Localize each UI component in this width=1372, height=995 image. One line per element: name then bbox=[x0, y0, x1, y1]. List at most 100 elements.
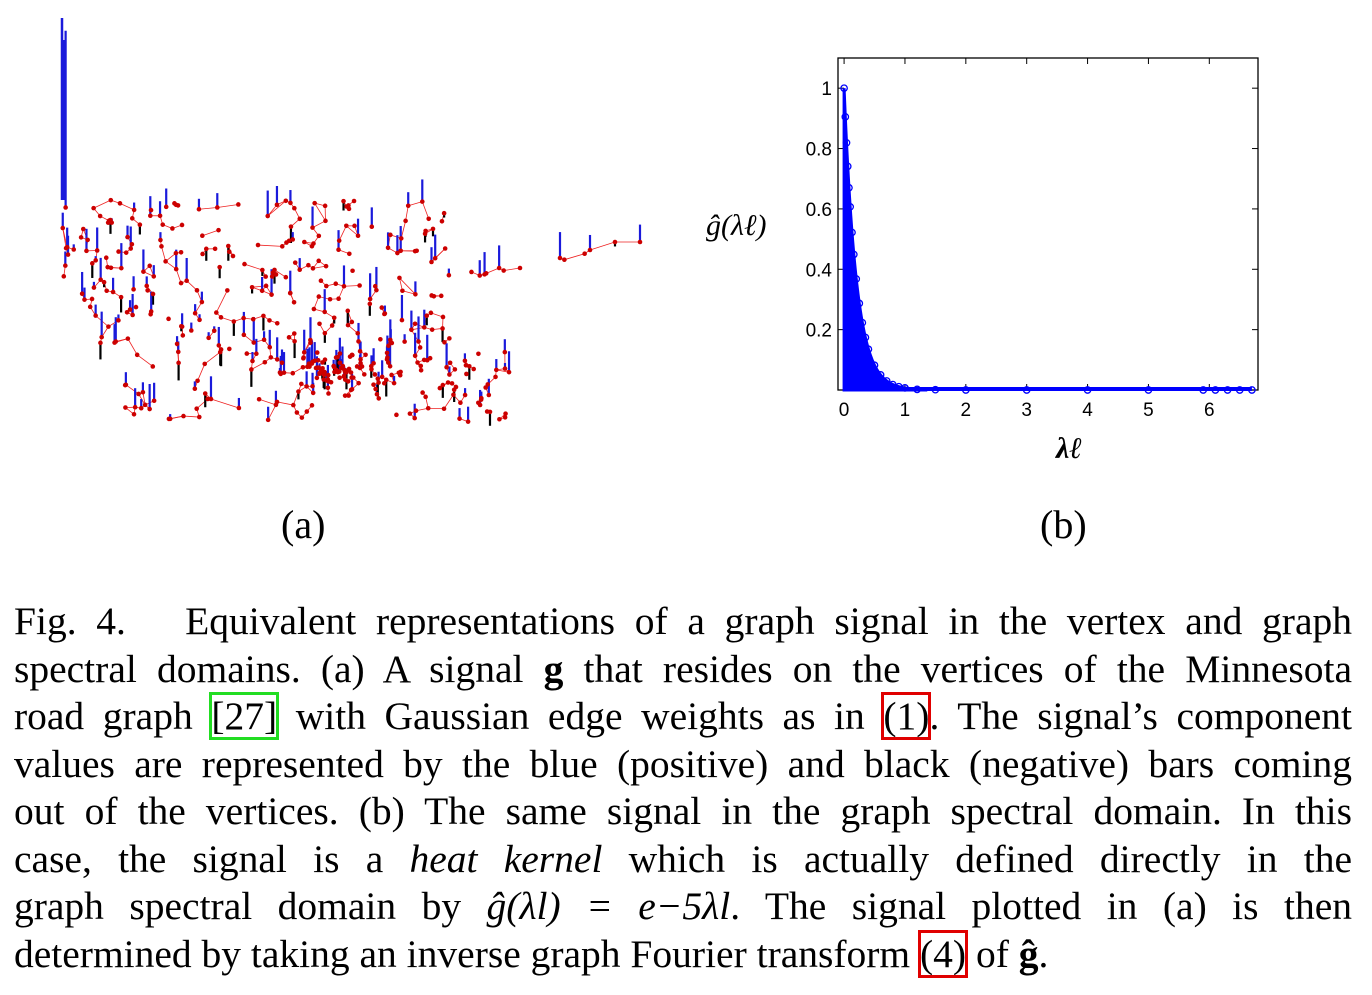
graph-vertex bbox=[333, 281, 339, 286]
graph-edge bbox=[312, 220, 326, 228]
graph-vertex bbox=[398, 248, 404, 254]
data-point bbox=[1199, 386, 1208, 394]
graph-vertex bbox=[297, 267, 303, 272]
equation-link-4[interactable]: (4) bbox=[918, 929, 969, 978]
graph-vertex bbox=[226, 249, 232, 255]
graph-vertex bbox=[265, 213, 271, 219]
graph-vertex bbox=[422, 231, 428, 237]
graph-vertex bbox=[133, 304, 139, 310]
graph-vertex bbox=[296, 389, 301, 394]
graph-vertex bbox=[291, 402, 296, 408]
graph-vertex bbox=[419, 199, 425, 204]
graph-vertex bbox=[379, 305, 385, 310]
graph-vertex bbox=[308, 337, 313, 343]
y-tick-label: 0.6 bbox=[806, 200, 832, 221]
graph-vertex bbox=[94, 248, 100, 253]
graph-vertex bbox=[357, 283, 362, 288]
graph-vertex bbox=[158, 237, 163, 243]
graph-vertex bbox=[214, 205, 220, 210]
caption-line-1: Fig. 4. Equivalent representations of a … bbox=[14, 599, 1352, 643]
graph-vertex bbox=[342, 393, 348, 398]
graph-vertex bbox=[388, 232, 393, 238]
graph-vertex bbox=[418, 363, 424, 369]
graph-vertex bbox=[112, 340, 117, 345]
graph-vertex bbox=[166, 416, 172, 422]
graph-vertex bbox=[309, 403, 315, 408]
graph-vertex bbox=[127, 307, 133, 312]
graph-vertex bbox=[440, 326, 445, 331]
graph-vertex bbox=[195, 378, 200, 384]
graph-vertex bbox=[251, 340, 257, 345]
graph-vertex bbox=[302, 239, 307, 245]
graph-vertex bbox=[203, 246, 209, 252]
graph-vertex bbox=[440, 314, 446, 320]
data-point bbox=[961, 386, 970, 394]
graph-vertex bbox=[447, 336, 452, 341]
graph-vertex bbox=[397, 275, 402, 281]
graph-vertex bbox=[477, 273, 483, 278]
citation-link-27[interactable]: [27] bbox=[209, 692, 280, 740]
graph-edge bbox=[204, 351, 221, 365]
graph-vertex bbox=[378, 337, 383, 342]
graph-vertex bbox=[150, 364, 156, 369]
graph-vertex bbox=[236, 405, 242, 411]
graph-vertex bbox=[218, 315, 224, 320]
graph-vertex bbox=[93, 258, 99, 263]
graph-vertex bbox=[136, 391, 141, 397]
graph-vertex bbox=[325, 372, 331, 378]
equation-link-1[interactable]: (1) bbox=[881, 692, 932, 740]
graph-vertex bbox=[320, 366, 325, 371]
fig-label: Fig. 4. bbox=[14, 599, 126, 643]
graph-vertex bbox=[206, 335, 211, 341]
graph-vertex bbox=[356, 380, 361, 386]
graph-vertex bbox=[118, 294, 124, 300]
graph-vertex bbox=[367, 301, 373, 307]
graph-vertex bbox=[141, 269, 146, 274]
graph-vertex bbox=[173, 266, 179, 272]
caption-line-6: case, the signal is a heat kernel which … bbox=[14, 836, 1352, 881]
graph-vertex bbox=[148, 213, 153, 219]
graph-vertex bbox=[85, 237, 90, 243]
graph-vertex bbox=[407, 411, 413, 416]
graph-vertex bbox=[241, 332, 247, 338]
graph-edge bbox=[210, 398, 240, 409]
graph-vertex bbox=[502, 366, 508, 371]
graph-vertex bbox=[368, 363, 374, 369]
graph-vertex bbox=[273, 402, 279, 408]
graph-vertex bbox=[173, 250, 179, 256]
graph-vertex bbox=[349, 386, 355, 392]
graph-vertex bbox=[317, 370, 322, 376]
graph-vertex bbox=[405, 203, 411, 209]
graph-vertex bbox=[438, 293, 444, 299]
heat-kernel-formula: ĝ(λl) = e−5λl bbox=[486, 884, 731, 928]
graph-vertex bbox=[337, 360, 343, 366]
graph-vertex bbox=[305, 364, 310, 370]
graph-edge bbox=[119, 202, 135, 211]
graph-edge bbox=[346, 225, 359, 237]
graph-vertex bbox=[314, 350, 320, 355]
graph-vertex bbox=[400, 288, 405, 294]
graph-vertex bbox=[337, 351, 343, 356]
graph-vertex bbox=[394, 412, 399, 418]
graph-vertex bbox=[125, 234, 130, 240]
graph-vertex bbox=[218, 347, 224, 352]
graph-vertex bbox=[494, 367, 499, 373]
graph-vertex bbox=[108, 197, 114, 203]
graph-vertex bbox=[278, 371, 284, 377]
graph-edge bbox=[405, 205, 409, 221]
graph-vertex bbox=[230, 253, 236, 259]
graph-vertex bbox=[311, 306, 317, 312]
graph-edge bbox=[314, 202, 326, 222]
data-point bbox=[841, 113, 850, 121]
graph-edge bbox=[202, 229, 219, 237]
graph-vertex bbox=[384, 350, 390, 356]
plot-frame bbox=[837, 57, 1259, 391]
graph-vertex bbox=[402, 339, 407, 344]
graph-vertex bbox=[323, 218, 328, 224]
graph-vertex bbox=[348, 370, 354, 375]
caption-line-8: determined by taking an inverse graph Fo… bbox=[14, 929, 1049, 978]
figure-caption: Fig. 4. Equivalent representations of a … bbox=[14, 598, 1352, 978]
graph-vertex bbox=[336, 296, 341, 302]
graph-vertex bbox=[147, 263, 153, 269]
graph-vertex bbox=[279, 244, 285, 249]
